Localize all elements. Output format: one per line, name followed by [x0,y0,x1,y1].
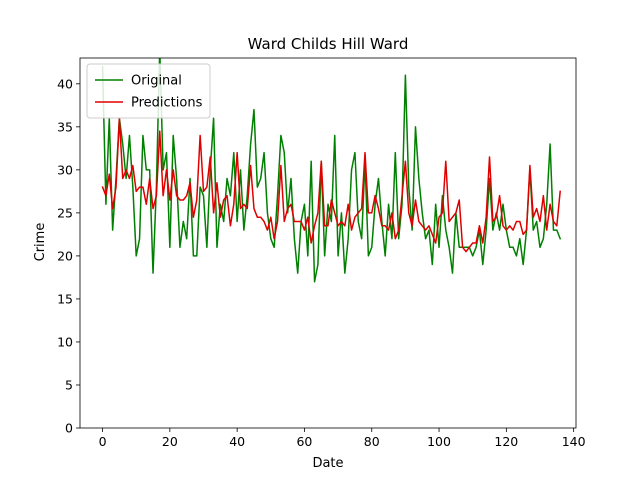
y-tick-label: 35 [57,119,73,134]
x-tick-label: 0 [99,434,107,449]
x-tick-label: 20 [162,434,178,449]
y-tick-label: 20 [57,248,73,263]
x-tick-label: 40 [229,434,245,449]
y-axis-label: Crime [33,223,48,262]
chart-title: Ward Childs Hill Ward [248,35,409,53]
legend-label-original: Original [131,74,182,89]
plot-area: 0 20 40 60 80 100 120 140 0 5 10 15 20 25 30 35 40 [57,57,586,449]
y-tick-label: 5 [65,377,73,392]
y-tick-label: 30 [57,162,73,177]
x-tick-label: 80 [364,434,380,449]
axes-frame [79,57,577,429]
y-tick-label: 25 [57,205,73,220]
legend-label-predictions: Predictions [131,96,203,111]
x-tick-label: 60 [296,434,312,449]
x-tick-label: 140 [562,434,586,449]
legend: Original Predictions [86,63,211,119]
x-axis-label: Date [312,456,343,471]
x-tick-label: 120 [494,434,518,449]
x-tick-label: 100 [427,434,451,449]
series-line-original [101,58,562,283]
legend-box [86,63,211,119]
series-line-predictions [101,117,561,253]
y-tick-label: 0 [65,421,73,436]
y-tick-label: 15 [57,291,73,306]
y-tick-label: 40 [57,76,73,91]
series-group [101,58,562,283]
y-tick-label: 10 [57,334,73,349]
